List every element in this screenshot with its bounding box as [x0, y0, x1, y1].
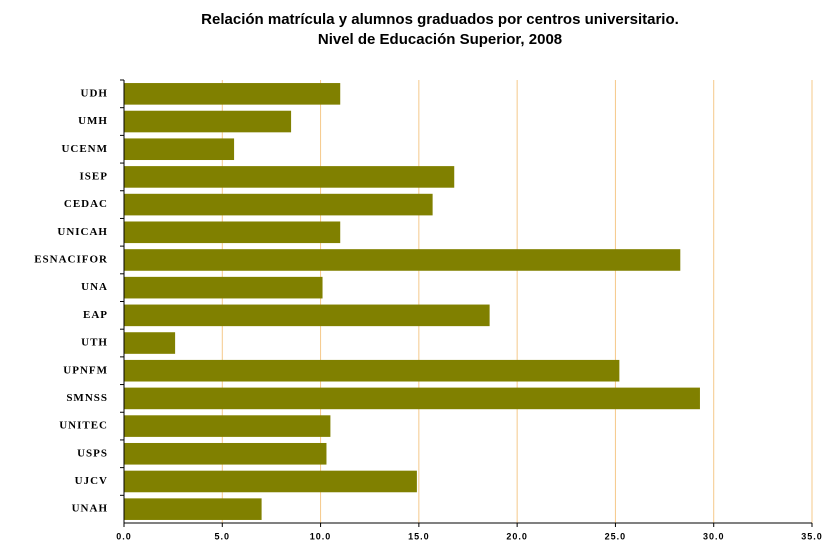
y-tick-label: ISEP — [80, 170, 108, 182]
y-tick-label: ESNACIFOR — [34, 254, 108, 266]
x-tick-label: 35.0 — [801, 531, 823, 541]
x-tick-label: 25.0 — [605, 531, 627, 541]
y-tick-label: UNICAH — [57, 226, 108, 238]
chart-subtitle: Nivel de Educación Superior, 2008 — [318, 31, 562, 48]
bar — [124, 470, 417, 493]
x-tick-label: 20.0 — [506, 531, 528, 541]
bar — [124, 332, 176, 354]
chart-title: Relación matrícula y alumnos graduados p… — [201, 11, 679, 28]
y-tick-label: UMH — [78, 115, 108, 127]
y-tick-label: UPNFM — [63, 364, 108, 376]
bar — [124, 276, 323, 299]
y-tick-label: UJCV — [75, 475, 108, 487]
bar — [124, 193, 433, 216]
y-tick-label: UDH — [81, 87, 108, 99]
bar — [124, 387, 700, 410]
y-tick-label: UCENM — [61, 143, 108, 155]
y-tick-label: CEDAC — [64, 198, 108, 210]
y-tick-label: USPS — [77, 447, 108, 459]
x-tick-label: 30.0 — [703, 531, 725, 541]
x-tick-label: 5.0 — [215, 531, 231, 541]
x-tick-label: 15.0 — [408, 531, 430, 541]
bar — [124, 138, 235, 161]
bar — [124, 442, 327, 465]
y-tick-label: UTH — [81, 337, 108, 349]
bar — [124, 249, 681, 271]
x-tick-label: 0.0 — [116, 531, 132, 541]
bar — [124, 498, 262, 520]
y-tick-label: UNAH — [72, 503, 108, 515]
bar — [124, 359, 620, 382]
x-tick-label: 10.0 — [310, 531, 332, 541]
y-tick-label: EAP — [83, 309, 108, 321]
y-tick-label: UNA — [81, 281, 108, 293]
bar — [124, 304, 490, 327]
y-tick-label: SMNSS — [66, 392, 108, 404]
bar — [124, 83, 341, 105]
bar — [124, 110, 292, 133]
bar — [124, 221, 341, 244]
bar — [124, 415, 331, 437]
bar — [124, 166, 455, 188]
y-tick-label: UNITEC — [59, 420, 108, 432]
